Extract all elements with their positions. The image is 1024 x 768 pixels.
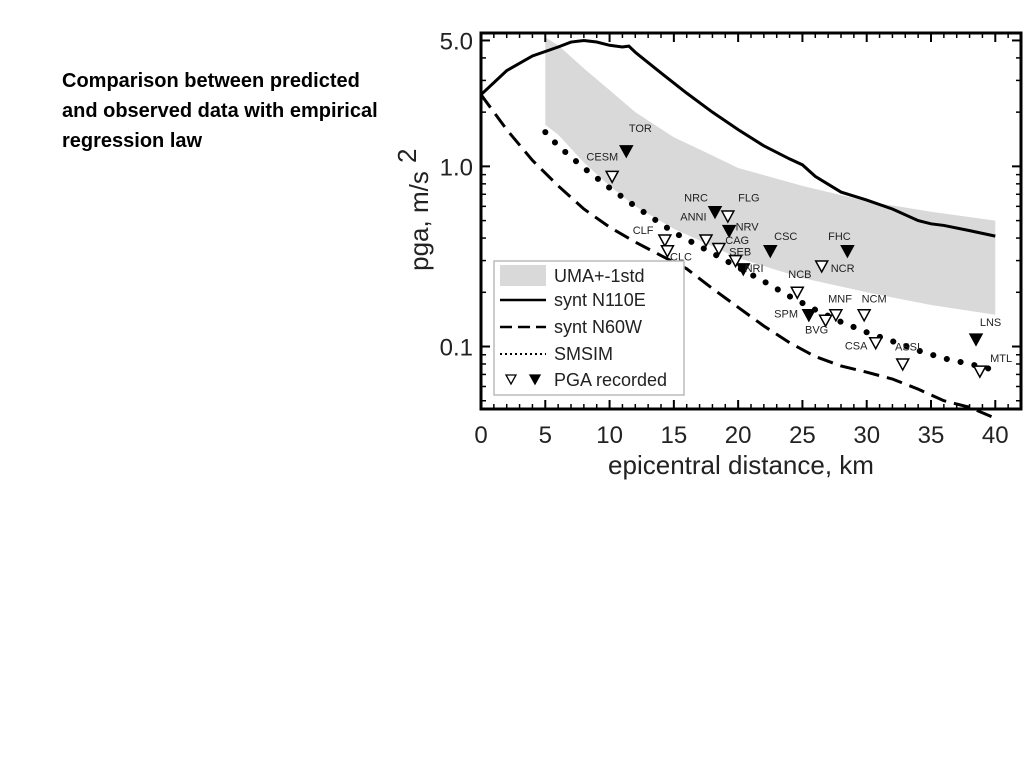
- station-label-nrc: NRC: [684, 192, 708, 204]
- legend-band-swatch: [500, 265, 546, 286]
- station-label-tor: TOR: [629, 123, 652, 135]
- station-label-lns: LNS: [980, 317, 1001, 329]
- station-label-csc: CSC: [774, 231, 797, 243]
- station-marker-clf: [657, 234, 673, 248]
- station-marker-ncb: [790, 286, 805, 300]
- series-dashed-line: [479, 93, 996, 420]
- station-marker-csa: [868, 336, 883, 351]
- station-marker-csc: [763, 245, 778, 259]
- station-label-ncb: NCB: [788, 269, 811, 281]
- station-marker-lns: [968, 333, 984, 347]
- legend-label: SMSIM: [554, 344, 613, 364]
- x-tick-label: 15: [661, 422, 688, 449]
- y-tick-label: 0.1: [440, 335, 473, 362]
- y-axis-label-sup: 2: [392, 149, 422, 163]
- station-label-anni: ANNI: [680, 212, 706, 224]
- legend-label: synt N110E: [554, 290, 646, 310]
- station-marker-assi: [895, 358, 910, 372]
- x-axis-label: epicentral distance, km: [608, 450, 874, 480]
- legend-open-triangle-icon: [504, 374, 518, 386]
- station-marker-seb: [728, 254, 743, 269]
- series-solid-line: [479, 38, 996, 238]
- station-label-nri: NRI: [745, 263, 764, 275]
- station-marker-mnf: [828, 309, 844, 323]
- station-marker-ncm: [856, 309, 872, 323]
- station-label-mnf: MNF: [828, 294, 852, 306]
- station-label-spm: SPM: [774, 308, 798, 320]
- station-label-cesm: CESM: [586, 151, 618, 163]
- station-marker-flg: [720, 210, 736, 224]
- station-label-csa: CSA: [845, 341, 868, 353]
- station-marker-spm: [801, 309, 817, 323]
- station-marker-tor: [619, 145, 634, 159]
- legend-label: synt N60W: [554, 317, 642, 337]
- station-label-mtl: MTL: [990, 353, 1012, 365]
- station-marker-cag: [711, 242, 727, 257]
- x-tick-label: 10: [596, 422, 623, 449]
- legend: UMA+-1std synt N110E synt N60W SMSIM PGA rec…: [493, 260, 685, 396]
- station-marker-cesm: [604, 170, 620, 184]
- station-label-nrv: NRV: [736, 222, 760, 234]
- y-axis-label: pga, m/s: [404, 171, 434, 271]
- x-tick-label: 30: [853, 422, 880, 449]
- series-dotted-line: [542, 129, 999, 374]
- y-tick-label: 1.0: [440, 154, 473, 181]
- y-axis-label-group: pga, m/s 2: [392, 149, 434, 271]
- station-marker-mtl: [972, 365, 988, 379]
- station-label-clf: CLF: [633, 225, 654, 237]
- station-marker-nrv: [721, 224, 737, 239]
- station-marker-anni: [698, 234, 714, 248]
- station-label-bvg: BVG: [805, 325, 828, 337]
- legend-filled-triangle-icon: [528, 374, 542, 386]
- x-tick-label: 25: [789, 422, 816, 449]
- x-tick-label: 40: [982, 422, 1009, 449]
- station-label-ncm: NCM: [862, 294, 887, 306]
- band-layer: [545, 37, 996, 315]
- station-marker-nri: [736, 263, 751, 277]
- station-label-ncr: NCR: [831, 263, 855, 275]
- station-label-fhc: FHC: [828, 231, 851, 243]
- station-marker-nrc: [707, 205, 723, 220]
- series-layer: [479, 38, 999, 420]
- station-marker-ncr: [814, 260, 829, 274]
- station-label-assi: ASSI: [895, 342, 920, 354]
- uma-band: [545, 37, 996, 315]
- station-marker-bvg: [818, 314, 833, 328]
- axes-layer: 0 5 10 15 20 25 30 35 40 5.0 1.0 0.1 epicentral dist…: [392, 28, 1023, 480]
- legend-label: PGA recorded: [554, 370, 667, 390]
- station-label-cag: CAG: [725, 235, 749, 247]
- x-tick-label: 0: [474, 422, 487, 449]
- y-tick-label: 5.0: [440, 28, 473, 55]
- x-tick-label: 5: [539, 422, 552, 449]
- station-marker-clc: [660, 245, 675, 259]
- x-tick-label: 20: [725, 422, 752, 449]
- station-label-seb: SEB: [729, 247, 751, 259]
- station-marker-fhc: [840, 245, 855, 259]
- legend-label: UMA+-1std: [554, 266, 645, 286]
- station-label-flg: FLG: [738, 192, 759, 204]
- slide-caption: Comparison between predicted and observe…: [62, 70, 378, 152]
- x-tick-label: 35: [918, 422, 945, 449]
